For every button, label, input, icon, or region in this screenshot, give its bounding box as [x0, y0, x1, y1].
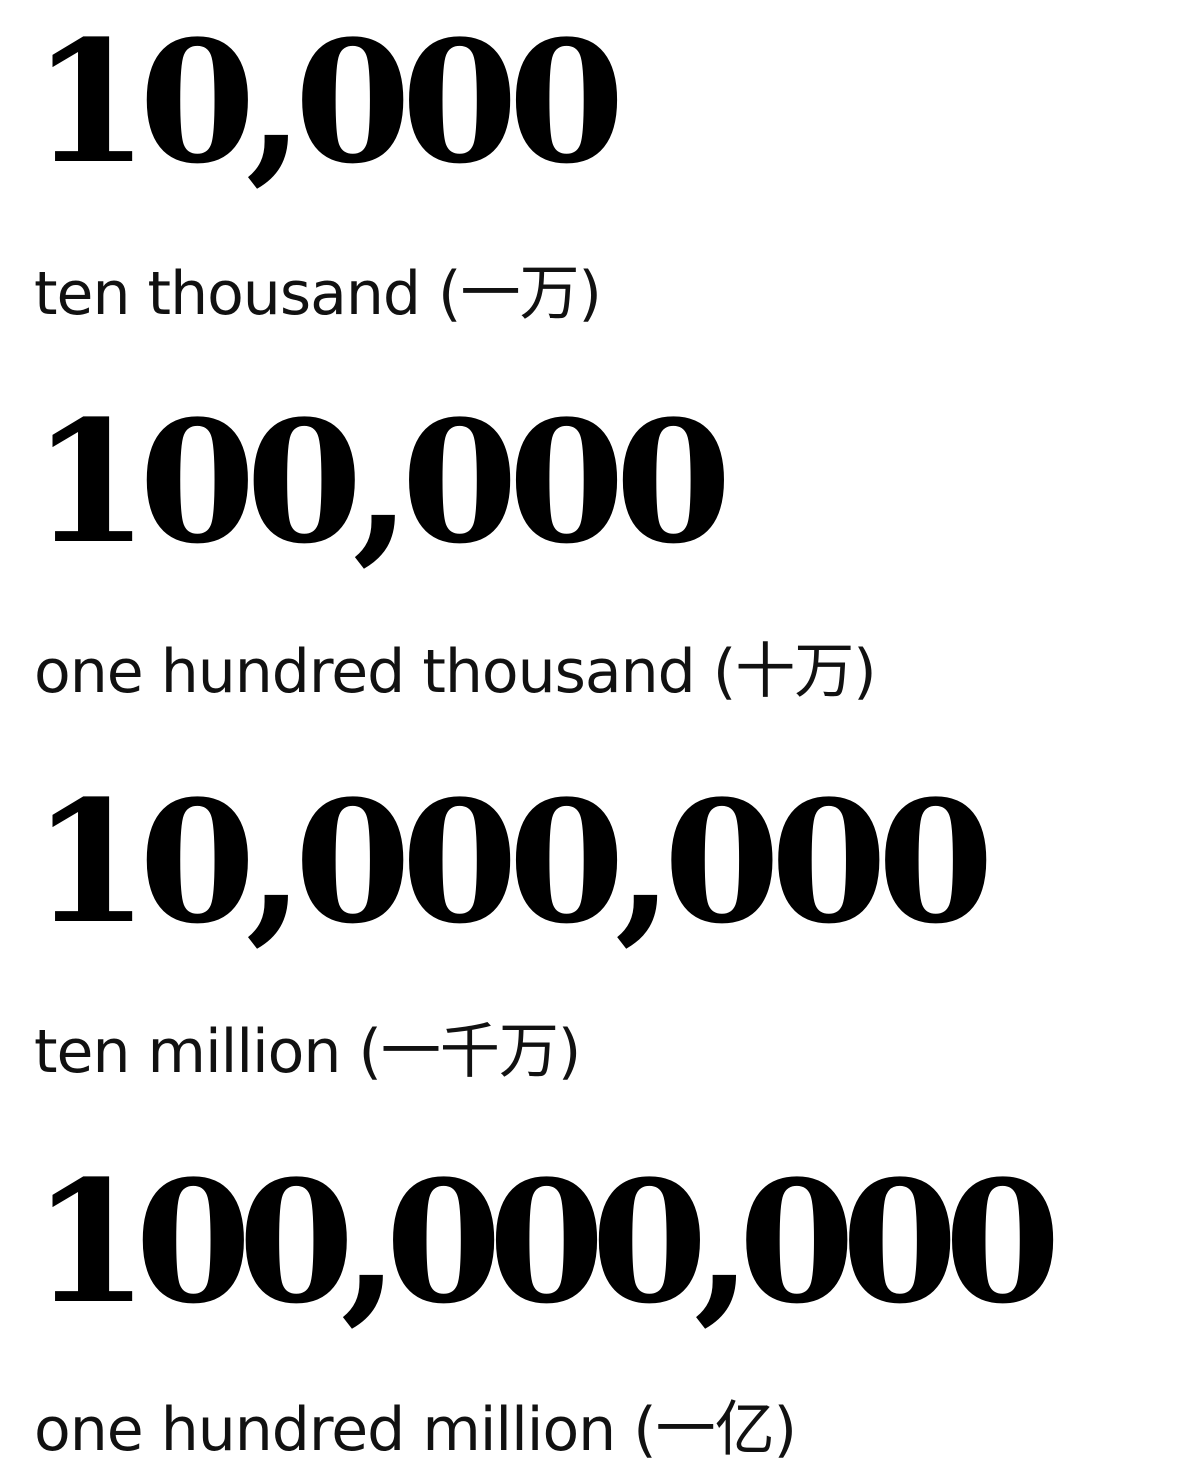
- number-figure: 10,000,000: [32, 763, 994, 961]
- number-caption: one hundred thousand (十万): [34, 637, 877, 707]
- number-figure: 100,000: [32, 383, 732, 581]
- number-caption: ten million (一千万): [34, 1017, 581, 1087]
- number-figure: 100,000,000: [32, 1143, 1061, 1341]
- number-figure: 10,000: [32, 3, 625, 201]
- number-caption: ten thousand (一万): [34, 259, 602, 329]
- number-caption: one hundred million (一亿): [34, 1395, 797, 1465]
